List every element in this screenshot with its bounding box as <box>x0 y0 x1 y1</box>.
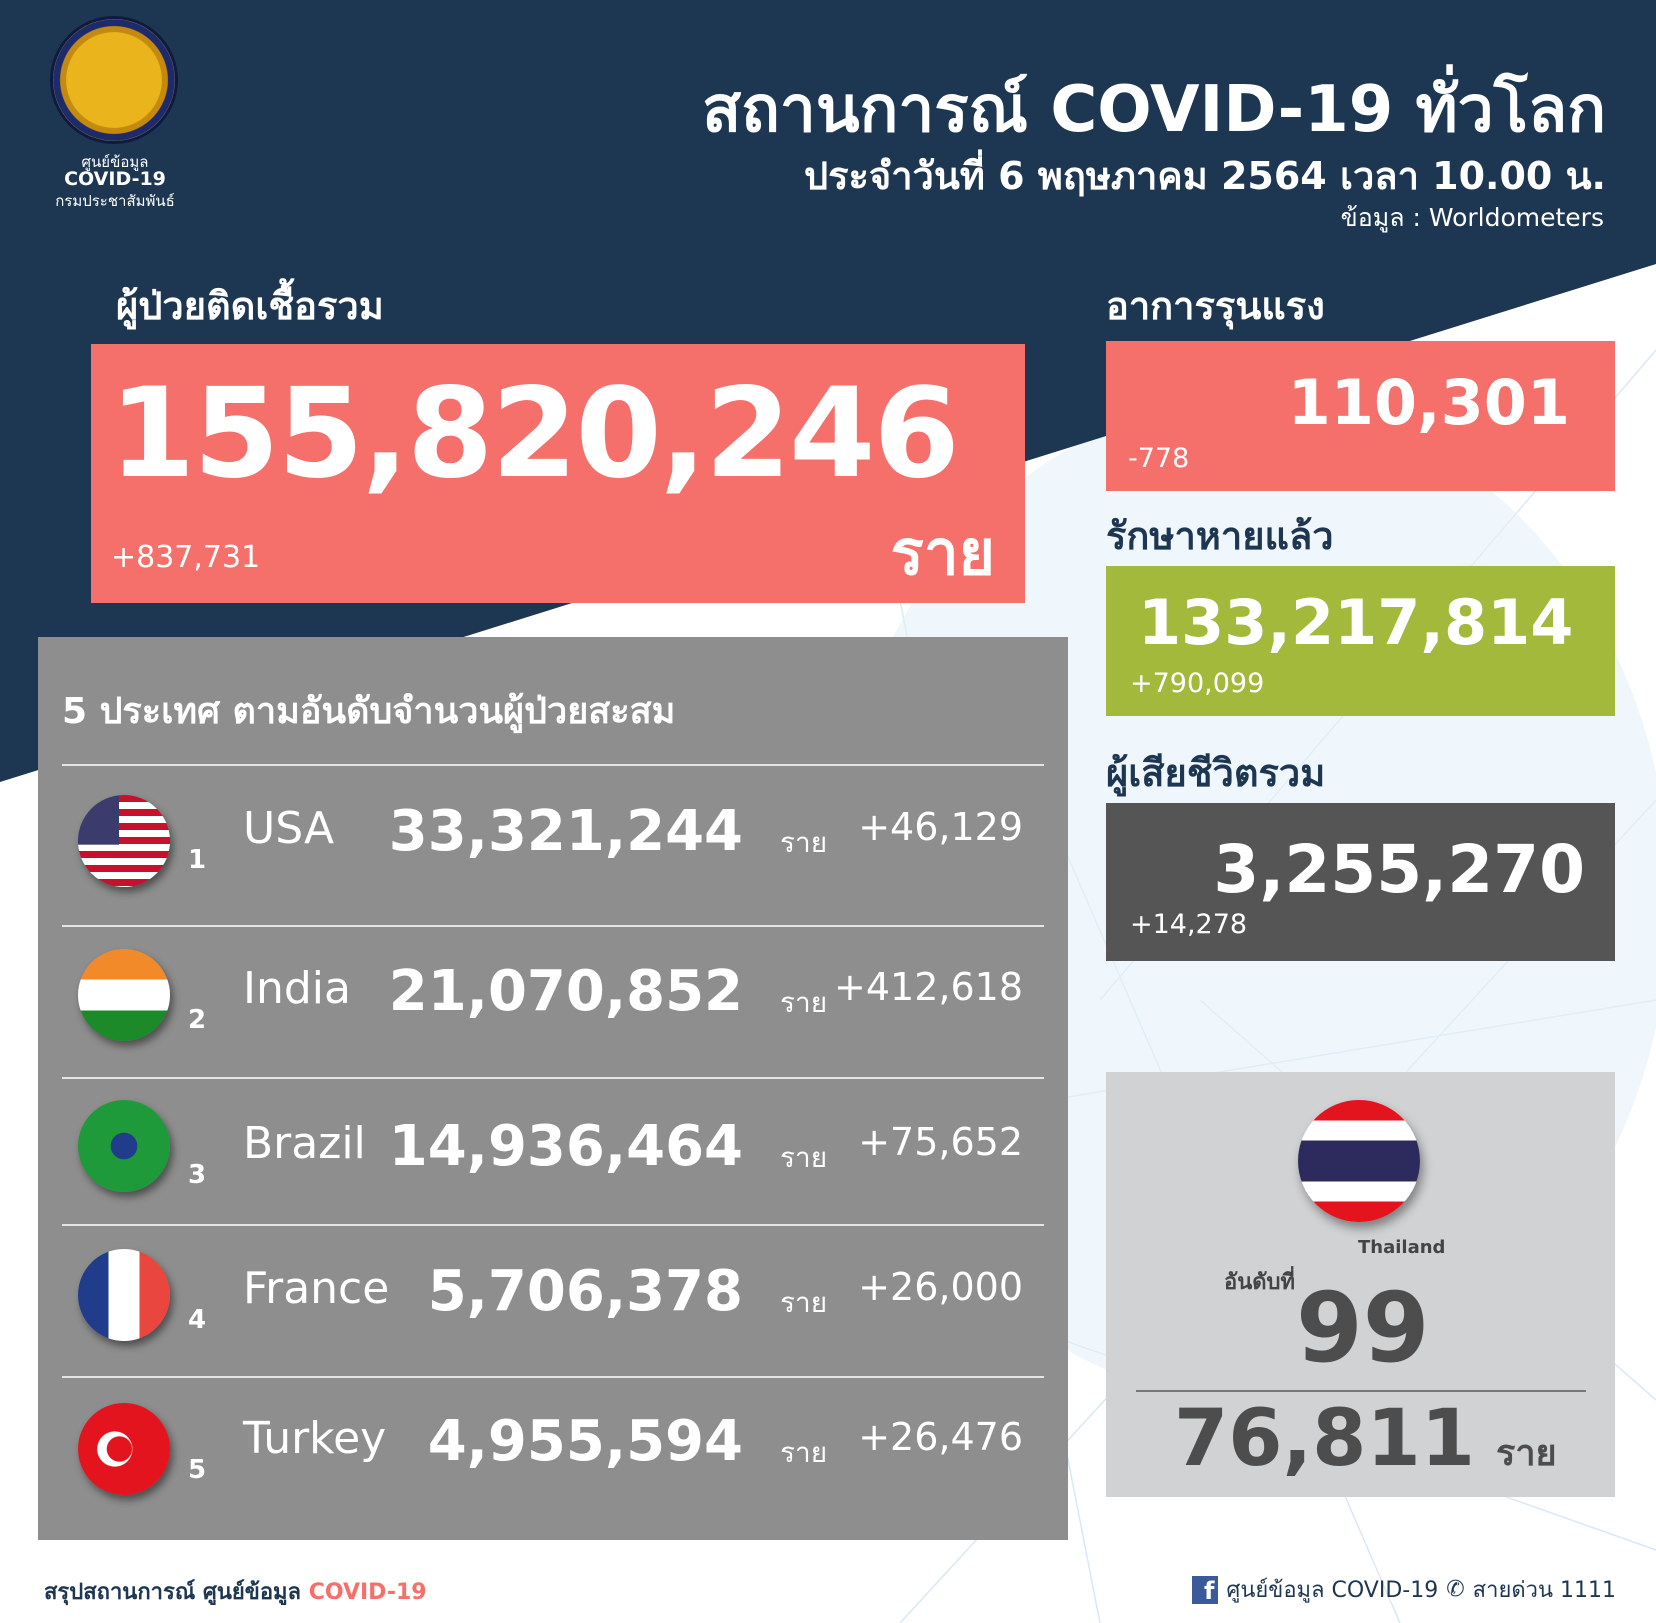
footer-contact: f ศูนย์ข้อมูล COVID-19 ✆ สายด่วน 1111 <box>1192 1572 1616 1607</box>
top5-title: 5 ประเทศ ตามอันดับจำนวนผู้ป่วยสะสม <box>62 691 676 732</box>
recovered-label: รักษาหายแล้ว <box>1106 514 1334 558</box>
page-title: สถานการณ์ COVID-19 ทั่วโลก <box>702 73 1606 147</box>
country-cases: 5,706,378 <box>427 1259 743 1324</box>
critical-value: 110,301 <box>1287 366 1570 439</box>
country-delta: +412,618 <box>834 965 1023 1009</box>
total-cases-unit: ราย <box>890 516 995 589</box>
rank: 4 <box>188 1305 207 1335</box>
country-delta: +46,129 <box>858 805 1023 849</box>
country-row-brazil: 3 Brazil 14,936,464 ราย +75,652 <box>38 1100 1068 1220</box>
total-cases-label: ผู้ป่วยติดเชื้อรวม <box>116 284 384 328</box>
country-row-india: 2 India 21,070,852 ราย +412,618 <box>38 945 1068 1065</box>
country-cases: 33,321,244 <box>388 799 743 864</box>
unit: ราย <box>780 1141 828 1174</box>
country-name: India <box>243 963 351 1014</box>
usa-flag-icon <box>78 795 170 887</box>
brazil-flag-icon <box>78 1100 170 1192</box>
total-cases-card: 155,820,246 ราย +837,731 <box>91 344 1025 603</box>
critical-card: 110,301 -778 <box>1106 341 1615 491</box>
unit: ราย <box>780 1286 828 1319</box>
top5-panel <box>38 637 1068 1540</box>
rank: 1 <box>188 845 207 875</box>
footer-left-text: สรุปสถานการณ์ ศูนย์ข้อมูล <box>44 1580 309 1605</box>
turkey-flag-icon <box>78 1403 170 1495</box>
recovered-value: 133,217,814 <box>1138 586 1574 659</box>
thailand-panel: Thailand อันดับที่ 99 76,811 ราย <box>1106 1072 1615 1497</box>
country-delta: +26,000 <box>858 1265 1023 1309</box>
divider <box>62 925 1044 927</box>
unit: ราย <box>780 986 828 1019</box>
country-name: France <box>243 1263 390 1314</box>
recovered-delta: +790,099 <box>1130 668 1265 699</box>
total-cases-value: 155,820,246 <box>109 362 960 506</box>
logo-line2: COVID-19 <box>64 168 166 190</box>
footer-left-accent: COVID-19 <box>308 1580 427 1605</box>
critical-label: อาการรุนแรง <box>1106 284 1325 328</box>
france-flag-icon <box>78 1249 170 1341</box>
rank: 2 <box>188 1005 207 1035</box>
country-delta: +75,652 <box>858 1120 1023 1164</box>
divider <box>62 1224 1044 1226</box>
country-name: USA <box>243 803 335 854</box>
logo-line3: กรมประชาสัมพันธ์ <box>55 192 175 210</box>
thailand-cases: 76,811 <box>1174 1394 1475 1484</box>
thailand-rank: 99 <box>1296 1272 1430 1384</box>
divider <box>62 1376 1044 1378</box>
recovered-card: 133,217,814 +790,099 <box>1106 566 1615 716</box>
rank: 3 <box>188 1160 207 1190</box>
thailand-flag-icon <box>1298 1100 1420 1222</box>
country-cases: 21,070,852 <box>388 959 743 1024</box>
page-subtitle: ประจำวันที่ 6 พฤษภาคม 2564 เวลา 10.00 น. <box>803 154 1606 198</box>
divider <box>62 1077 1044 1079</box>
thailand-rank-label: อันดับที่ <box>1224 1270 1296 1295</box>
country-row-turkey: 5 Turkey 4,955,594 ราย +26,476 <box>38 1395 1068 1515</box>
data-source: ข้อมูล : Worldometers <box>1340 203 1604 232</box>
unit: ราย <box>780 826 828 859</box>
country-name: Brazil <box>243 1118 366 1169</box>
country-row-france: 4 France 5,706,378 ราย +26,000 <box>38 1245 1068 1365</box>
logo-line1: ศูนย์ข้อมูล <box>81 153 149 171</box>
government-seal-logo <box>50 16 178 144</box>
deaths-delta: +14,278 <box>1130 909 1248 940</box>
phone-icon: ✆ <box>1446 1577 1465 1602</box>
total-cases-delta: +837,731 <box>111 540 261 575</box>
rank: 5 <box>188 1455 207 1485</box>
country-cases: 4,955,594 <box>427 1409 743 1474</box>
country-delta: +26,476 <box>858 1415 1023 1459</box>
deaths-card: 3,255,270 +14,278 <box>1106 803 1615 961</box>
country-cases: 14,936,464 <box>388 1114 743 1179</box>
hotline[interactable]: สายด่วน 1111 <box>1472 1578 1616 1603</box>
divider <box>62 764 1044 766</box>
country-row-usa: 1 USA 33,321,244 ราย +46,129 <box>38 785 1068 905</box>
india-flag-icon <box>78 949 170 1041</box>
facebook-page-name[interactable]: ศูนย์ข้อมูล COVID-19 <box>1226 1578 1439 1603</box>
facebook-icon[interactable]: f <box>1192 1575 1219 1605</box>
deaths-label: ผู้เสียชีวิตรวม <box>1106 751 1326 795</box>
unit: ราย <box>780 1436 828 1469</box>
thailand-name: Thailand <box>1358 1237 1446 1258</box>
critical-delta: -778 <box>1128 443 1190 474</box>
footer-summary: สรุปสถานการณ์ ศูนย์ข้อมูล COVID-19 <box>44 1574 427 1609</box>
divider <box>1136 1390 1586 1392</box>
deaths-value: 3,255,270 <box>1213 831 1585 908</box>
country-name: Turkey <box>243 1413 387 1464</box>
thailand-unit: ราย <box>1496 1433 1557 1474</box>
